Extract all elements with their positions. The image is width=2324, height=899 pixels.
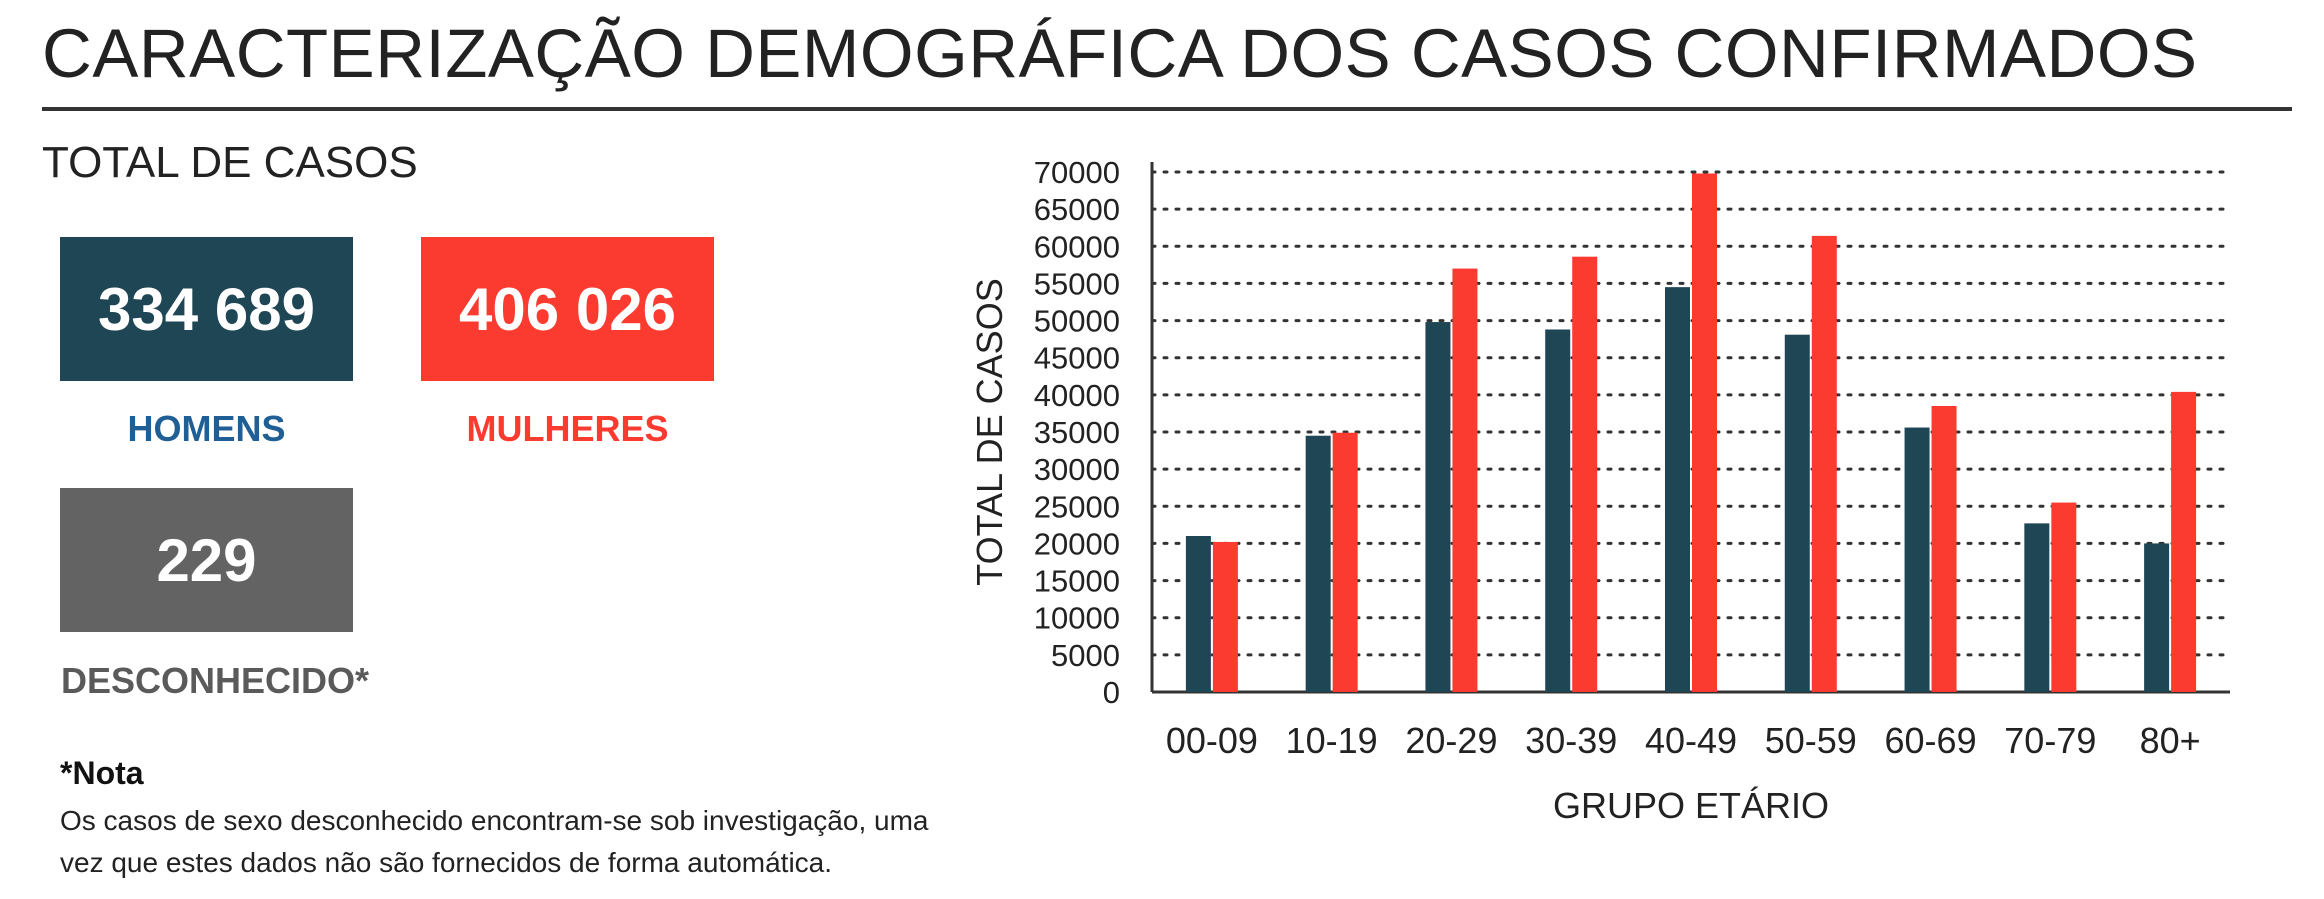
- x-tick-label: 20-29: [1405, 720, 1497, 761]
- women-total-card: 406 026: [421, 237, 714, 381]
- x-tick-label: 00-09: [1166, 720, 1258, 761]
- x-tick-label: 70-79: [2004, 720, 2096, 761]
- title-divider: [42, 107, 2292, 111]
- y-tick-label: 50000: [1034, 304, 1120, 339]
- bar-women-50-59: [1811, 235, 1837, 692]
- y-axis-title: TOTAL DE CASOS: [969, 278, 1010, 585]
- note-text: Os casos de sexo desconhecido encontram-…: [60, 805, 929, 878]
- y-tick-label: 5000: [1051, 638, 1120, 673]
- page-title: CARACTERIZAÇÃO DEMOGRÁFICA DOS CASOS CON…: [42, 15, 2198, 92]
- x-tick-label: 60-69: [1885, 720, 1977, 761]
- bar-women-10-19: [1332, 432, 1358, 692]
- x-tick-label: 50-59: [1765, 720, 1857, 761]
- bar-women-30-39: [1572, 256, 1598, 692]
- y-tick-label: 40000: [1034, 378, 1120, 413]
- x-axis-title: GRUPO ETÁRIO: [1553, 785, 1829, 826]
- y-tick-label: 0: [1103, 675, 1120, 710]
- bar-men-80+: [2144, 543, 2170, 692]
- y-tick-label: 70000: [1034, 155, 1120, 190]
- unknown-total-value: 229: [156, 526, 257, 594]
- bar-men-50-59: [1784, 334, 1810, 692]
- bar-women-80+: [2171, 391, 2197, 692]
- bar-women-70-79: [2051, 502, 2077, 692]
- bar-men-30-39: [1545, 329, 1571, 692]
- unknown-label: DESCONHECIDO*: [60, 660, 370, 701]
- x-tick-label: 10-19: [1286, 720, 1378, 761]
- men-total-value: 334 689: [98, 275, 315, 343]
- bar-women-20-29: [1452, 268, 1478, 692]
- y-tick-label: 20000: [1034, 526, 1120, 561]
- bar-men-70-79: [2024, 523, 2050, 692]
- y-tick-label: 45000: [1034, 341, 1120, 376]
- y-tick-label: 35000: [1034, 415, 1120, 450]
- bar-men-60-69: [1904, 427, 1930, 692]
- bar-women-60-69: [1931, 406, 1957, 692]
- bar-women-40-49: [1692, 173, 1717, 692]
- y-tick-label: 15000: [1034, 564, 1120, 599]
- unknown-total-card: 229: [60, 488, 353, 632]
- age-group-bar-chart: 0500010000150002000025000300003500040000…: [969, 155, 2232, 826]
- y-tick-label: 65000: [1034, 192, 1120, 227]
- bar-men-20-29: [1425, 322, 1451, 692]
- x-tick-label: 30-39: [1525, 720, 1617, 761]
- men-label: HOMENS: [127, 408, 286, 449]
- y-tick-label: 55000: [1034, 266, 1120, 301]
- women-label: MULHERES: [466, 408, 669, 449]
- x-tick-label: 40-49: [1645, 720, 1737, 761]
- y-tick-label: 25000: [1034, 489, 1120, 524]
- men-total-card: 334 689: [60, 237, 353, 381]
- y-tick-label: 30000: [1034, 452, 1120, 487]
- bar-men-10-19: [1305, 435, 1331, 692]
- y-tick-label: 10000: [1034, 601, 1120, 636]
- note-title: *Nota: [60, 755, 144, 791]
- women-total-value: 406 026: [459, 275, 676, 343]
- section-title: TOTAL DE CASOS: [42, 138, 418, 187]
- bar-women-00-09: [1212, 541, 1238, 692]
- x-tick-label: 80+: [2140, 720, 2201, 761]
- bar-men-40-49: [1665, 287, 1690, 692]
- y-tick-label: 60000: [1034, 229, 1120, 264]
- bar-men-00-09: [1185, 536, 1211, 692]
